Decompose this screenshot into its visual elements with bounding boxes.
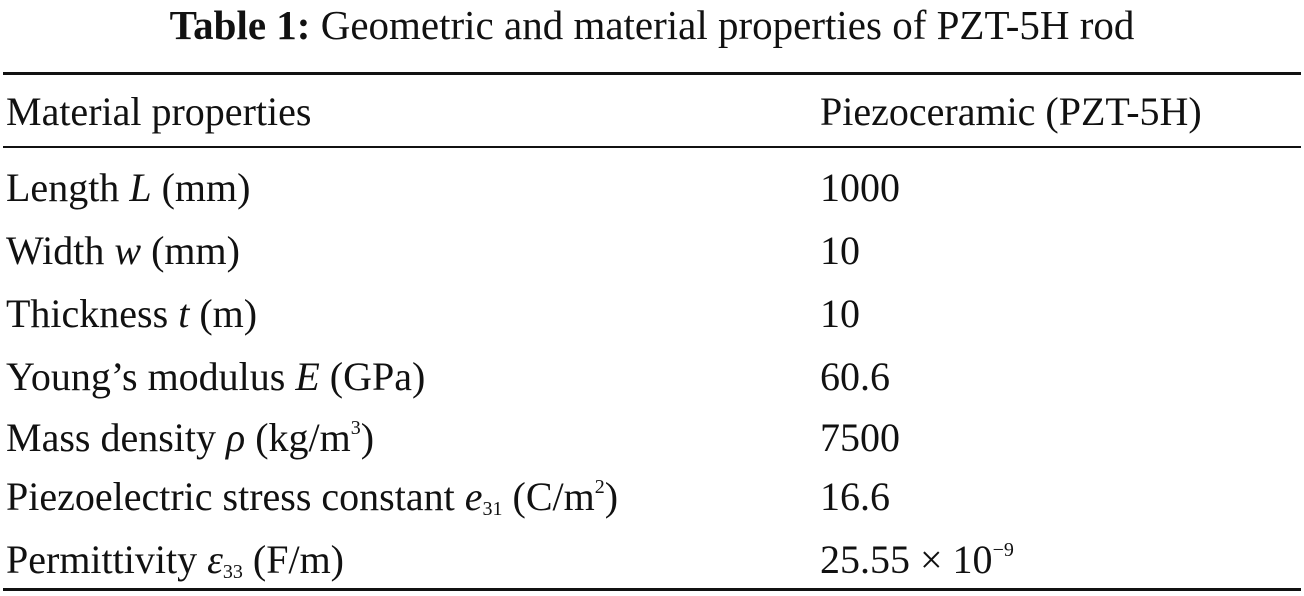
row-value-width: 10 xyxy=(820,228,860,273)
row-value-mass-density: 7500 xyxy=(820,415,900,460)
table-caption-label: Table 1: xyxy=(169,2,311,48)
table-row: Permittivity ε33 (F/m) 25.55 × 10−9 xyxy=(0,529,1304,591)
row-value-thickness: 10 xyxy=(820,291,860,336)
row-value-permittivity: 25.55 × 10−9 xyxy=(820,537,1014,582)
row-property-piezoelectric-constant: Piezoelectric stress constant e31 (C/m2) xyxy=(6,474,619,520)
row-property-width: Width w (mm) xyxy=(6,228,240,273)
header-material-properties: Material properties xyxy=(6,89,312,134)
table-row: Thickness t (m) 10 xyxy=(0,283,1304,345)
table-row: Width w (mm) 10 xyxy=(0,220,1304,282)
table-row: Length L (mm) 1000 xyxy=(0,157,1304,219)
row-value-length: 1000 xyxy=(820,165,900,210)
row-value-piezoelectric-constant: 16.6 xyxy=(820,474,890,519)
table-row: Young’s modulus E (GPa) 60.6 xyxy=(0,346,1304,408)
table-top-rule xyxy=(3,72,1301,75)
table-caption: Table 1: Geometric and material properti… xyxy=(0,2,1304,48)
row-value-youngs-modulus: 60.6 xyxy=(820,354,890,399)
table-bottom-rule xyxy=(3,588,1301,591)
row-property-mass-density: Mass density ρ (kg/m3) xyxy=(6,415,375,460)
table-header-row: Material properties Piezoceramic (PZT-5H… xyxy=(0,81,1304,143)
table-row: Mass density ρ (kg/m3) 7500 xyxy=(0,407,1304,469)
table-header-rule xyxy=(3,146,1301,148)
row-property-permittivity: Permittivity ε33 (F/m) xyxy=(6,537,345,583)
header-piezoceramic: Piezoceramic (PZT-5H) xyxy=(820,89,1202,134)
table-row: Piezoelectric stress constant e31 (C/m2)… xyxy=(0,466,1304,528)
table-caption-text: Geometric and material properties of PZT… xyxy=(320,2,1135,48)
row-property-youngs-modulus: Young’s modulus E (GPa) xyxy=(6,354,426,399)
row-property-thickness: Thickness t (m) xyxy=(6,291,258,336)
row-property-length: Length L (mm) xyxy=(6,165,251,210)
